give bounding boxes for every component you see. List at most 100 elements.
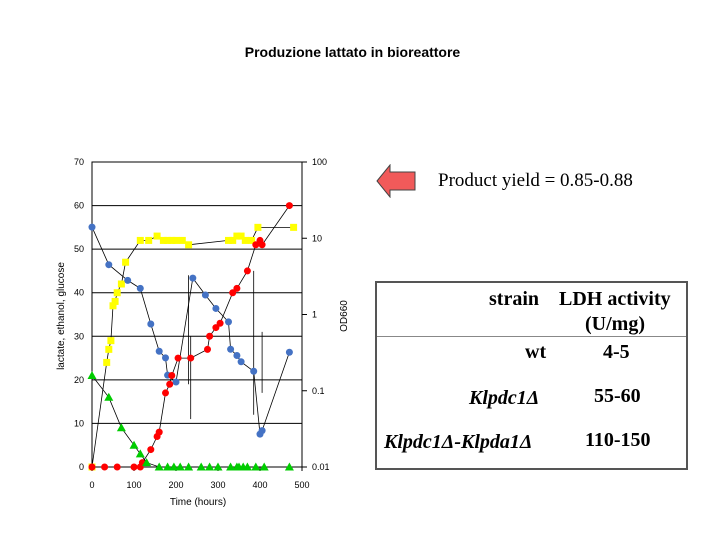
data-point xyxy=(124,276,132,284)
data-point xyxy=(243,267,251,275)
data-point xyxy=(164,236,172,244)
y-left-tick-label: 50 xyxy=(74,244,84,254)
data-point xyxy=(237,232,245,240)
data-point xyxy=(174,354,182,362)
y-right-tick-label: 100 xyxy=(312,157,327,167)
data-point xyxy=(163,462,173,471)
data-point xyxy=(169,462,179,471)
data-point xyxy=(242,462,252,471)
data-point xyxy=(166,380,174,388)
data-point xyxy=(168,236,176,244)
y-left-tick-label: 20 xyxy=(74,375,84,385)
data-point xyxy=(101,463,109,471)
data-point xyxy=(233,284,241,292)
chart-axes xyxy=(91,161,303,468)
ldh-activity-table: strain LDH activity (U/mg) wt 4-5 Klpdc1… xyxy=(375,281,688,470)
data-point xyxy=(285,202,293,210)
data-point xyxy=(129,440,139,449)
data-point xyxy=(159,236,167,244)
y-left-tick-label: 0 xyxy=(79,462,84,472)
data-point xyxy=(147,320,155,328)
data-point xyxy=(122,258,130,266)
data-point xyxy=(109,302,117,310)
data-point xyxy=(229,289,237,297)
row-wt-strain: wt xyxy=(525,341,547,363)
data-point xyxy=(201,291,209,299)
y-axis-right-label: OD660 xyxy=(339,300,350,332)
data-point xyxy=(172,378,180,386)
data-point xyxy=(258,241,266,249)
data-point xyxy=(196,462,206,471)
data-point xyxy=(117,280,125,288)
data-point xyxy=(258,427,266,435)
data-point xyxy=(227,345,235,353)
data-point xyxy=(145,236,153,244)
header-strain: strain xyxy=(489,288,539,310)
data-point xyxy=(205,462,215,471)
data-point xyxy=(113,463,121,471)
y-left-tick-label: 10 xyxy=(74,418,84,428)
data-point xyxy=(285,348,293,356)
data-point xyxy=(113,289,121,297)
left-arrow-icon xyxy=(376,164,416,198)
data-point xyxy=(111,297,119,305)
y-left-tick-label: 40 xyxy=(74,288,84,298)
data-point xyxy=(237,358,245,366)
data-point xyxy=(172,236,180,244)
x-tick-label: 500 xyxy=(294,480,309,490)
row-double-mutant-strain: Klpdc1Δ-Klpda1Δ xyxy=(384,431,533,453)
data-point xyxy=(162,354,169,362)
data-point xyxy=(88,463,96,471)
x-tick-label: 300 xyxy=(210,480,225,490)
y-right-tick-label: 0.1 xyxy=(312,386,325,396)
data-point xyxy=(204,345,211,353)
data-point xyxy=(251,462,261,471)
data-point xyxy=(162,389,169,397)
data-point xyxy=(107,337,115,345)
data-point xyxy=(226,462,236,471)
row-wt-activity: 4-5 xyxy=(603,341,630,363)
data-point xyxy=(136,284,144,292)
header-units: (U/mg) xyxy=(585,313,645,335)
data-point xyxy=(105,261,113,269)
data-point xyxy=(168,372,176,379)
row-klpdc1-strain: Klpdc1Δ xyxy=(469,387,540,409)
data-point xyxy=(189,274,197,282)
chart-marks xyxy=(87,202,298,471)
data-point xyxy=(135,449,145,458)
y-right-tick-label: 0.01 xyxy=(312,462,330,472)
y-axis-left-label: lactate, ethanol, glucose xyxy=(56,262,67,370)
x-axis-label: Time (hours) xyxy=(170,497,226,508)
data-point xyxy=(104,392,114,401)
data-point xyxy=(103,358,111,366)
data-point xyxy=(252,241,260,249)
data-point xyxy=(154,462,164,471)
data-point xyxy=(290,223,298,231)
x-tick-label: 200 xyxy=(168,480,183,490)
data-point xyxy=(147,446,155,454)
data-point xyxy=(229,236,237,244)
data-point xyxy=(116,423,126,432)
page-title: Produzione lattato in bioreattore xyxy=(244,44,461,60)
header-divider xyxy=(377,336,686,337)
data-point xyxy=(88,223,96,231)
data-point xyxy=(105,345,113,353)
data-point xyxy=(216,319,224,327)
row-double-mutant-activity: 110-150 xyxy=(585,429,651,451)
data-point xyxy=(212,304,220,312)
data-point xyxy=(142,458,152,467)
y-left-tick-label: 60 xyxy=(74,201,84,211)
y-right-tick-label: 10 xyxy=(312,233,322,243)
product-yield-annotation: Product yield = 0.85-0.88 xyxy=(438,170,633,191)
data-point xyxy=(153,232,161,240)
x-tick-label: 400 xyxy=(252,480,267,490)
data-point xyxy=(175,462,185,471)
x-tick-label: 100 xyxy=(126,480,141,490)
data-point xyxy=(212,324,220,332)
header-ldh-activity: LDH activity xyxy=(559,288,671,310)
data-point xyxy=(187,354,195,362)
data-point xyxy=(213,462,223,471)
data-point xyxy=(185,241,193,249)
data-point xyxy=(259,462,269,471)
